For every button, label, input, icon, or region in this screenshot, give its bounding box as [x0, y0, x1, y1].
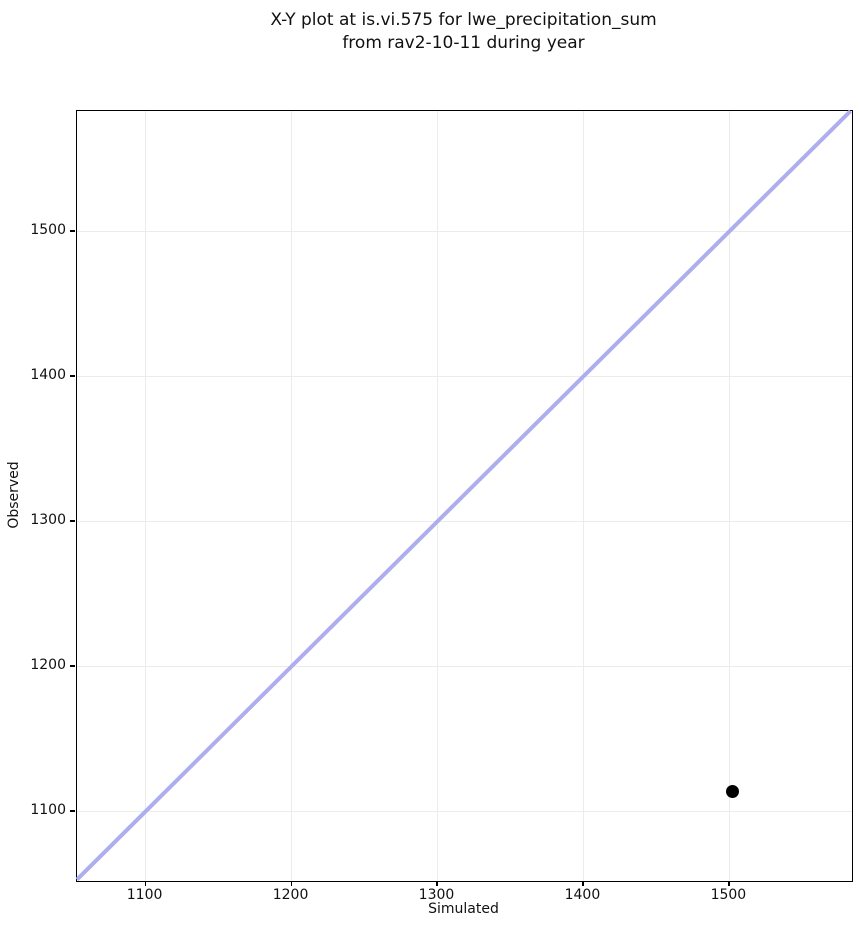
- x-gridline: [436, 111, 439, 881]
- y-gridline: [77, 520, 852, 523]
- chart-title-line2: from rav2-10-11 during year: [342, 33, 585, 53]
- x-gridline: [290, 111, 293, 881]
- x-tick-label: 1500: [710, 887, 747, 903]
- x-tick-mark: [582, 881, 584, 886]
- y-tick-label: 1100: [30, 802, 66, 819]
- y-gridline: [77, 230, 852, 233]
- x-tick-mark: [290, 881, 292, 886]
- x-gridline: [582, 111, 585, 881]
- chart-title: X-Y plot at is.vi.575 for lwe_precipitat…: [76, 9, 851, 55]
- x-tick-label: 1400: [564, 887, 601, 903]
- identity-line: [75, 109, 852, 881]
- x-axis-label: Simulated: [428, 901, 499, 917]
- x-tick-label: 1200: [272, 887, 309, 903]
- y-tick-mark: [70, 230, 75, 232]
- x-tick-mark: [436, 881, 438, 886]
- chart-title-line1: X-Y plot at is.vi.575 for lwe_precipitat…: [270, 10, 657, 30]
- y-tick-mark: [70, 375, 75, 377]
- x-tick-label: 1100: [126, 887, 163, 903]
- x-tick-label: 1300: [418, 887, 455, 903]
- y-tick-label: 1500: [30, 222, 66, 239]
- y-gridline: [77, 665, 852, 668]
- y-tick-label: 1400: [30, 367, 66, 384]
- y-gridline: [77, 810, 852, 813]
- y-tick-label: 1200: [30, 657, 66, 674]
- x-gridline: [144, 111, 147, 881]
- y-gridline: [77, 375, 852, 378]
- scatter-point: [725, 784, 739, 798]
- plot-area: [75, 109, 853, 882]
- y-axis-label: Observed: [6, 461, 22, 529]
- y-tick-mark: [70, 665, 75, 667]
- y-tick-mark: [70, 520, 75, 522]
- y-tick-label: 1300: [30, 512, 66, 529]
- x-tick-mark: [144, 881, 146, 886]
- y-tick-mark: [70, 810, 75, 812]
- x-tick-mark: [728, 881, 730, 886]
- x-gridline: [728, 111, 731, 881]
